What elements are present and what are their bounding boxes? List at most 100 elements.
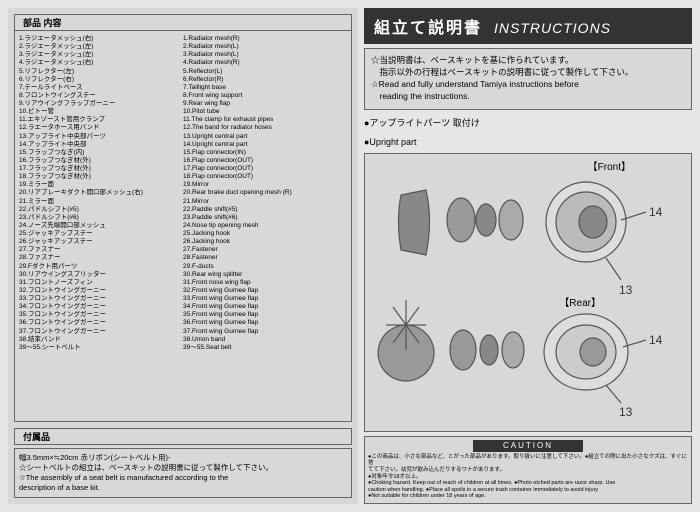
parts-en-row: 6.Reflector(R) <box>183 76 347 84</box>
c3: ●対象年令18才以上。 <box>368 474 688 481</box>
acc-line1: 幅3.5mm×≒20cm 赤リボン(シートベルト用)- <box>19 453 347 463</box>
parts-jp-row: 8.フロントウイングステー <box>19 92 183 100</box>
front-label: 【Front】 <box>588 158 631 173</box>
parts-en-row: 35.Front wing Gurnee flap <box>183 311 347 319</box>
parts-en-row: 7.Taillight base <box>183 84 347 92</box>
parts-jp-row: 16.フラップつなぎ材(外) <box>19 157 183 165</box>
parts-jp-row: 28.ファスナー <box>19 254 183 262</box>
caution-title: CAUTION <box>473 440 583 452</box>
parts-jp-row: 30.リアウイングスプリッター <box>19 271 183 279</box>
parts-en-row: 26.Jacking hook <box>183 238 347 246</box>
c2: てて下さい。幼児が飲み込んだりするワナがあります。 <box>368 467 688 474</box>
parts-jp-row: 36.フロントウイングガーニー <box>19 319 183 327</box>
parts-en-row: 12.The band for radiator hoses <box>183 124 347 132</box>
header-jp: 組立て説明書 <box>374 14 482 38</box>
parts-jp-row: 29.Fダクト用パーツ <box>19 263 183 271</box>
parts-en-row: 11.The clamp for exhaust pipes <box>183 116 347 124</box>
parts-en-row: 37.Front wing Gurnee flap <box>183 328 347 336</box>
note4: reading the instructions. <box>371 91 685 103</box>
parts-en-row: 21.Mirror <box>183 198 347 206</box>
parts-en-row: 22.Paddle shift(#5) <box>183 206 347 214</box>
parts-en-row: 18.Flap connector(OUT) <box>183 173 347 181</box>
parts-jp-row: 38.結束バンド <box>19 336 183 344</box>
c6: ●Not suitable for children under 18 year… <box>368 493 688 500</box>
parts-jp-row: 14.アップライト中央部 <box>19 141 183 149</box>
acc-line4: description of a base kit. <box>19 483 347 493</box>
caution-box: CAUTION ●この商品は、小さな部品など、とがった部品があります。取り扱いに… <box>364 436 692 504</box>
parts-jp-row: 23.パドルシフト(#6) <box>19 214 183 222</box>
upright-en: ●Upright part <box>364 137 692 147</box>
parts-jp-row: 20.リアブレーキダクト開口部メッシュ(右) <box>19 189 183 197</box>
parts-en-row: 8.Front wing support <box>183 92 347 100</box>
right-column: 組立て説明書 INSTRUCTIONS ☆当説明書は、ベースキットを基に作られて… <box>364 8 692 504</box>
parts-en-row: 25.Jacking hook <box>183 230 347 238</box>
parts-en-row: 10.Pitot tube <box>183 108 347 116</box>
parts-en-row: 9.Rear wing flap <box>183 100 347 108</box>
num14-f: 14 <box>649 205 663 219</box>
acc-line2: ☆シートベルトの組立は、ベースキットの説明書に従って製作して下さい。 <box>19 463 347 473</box>
parts-en-row: 38.Union band <box>183 336 347 344</box>
parts-en-row: 15.Flap connector(IN) <box>183 149 347 157</box>
parts-box: 1.ラジエータメッシュ(右)2.ラジエータメッシュ(左)3.ラジエータメッシュ(… <box>14 30 352 422</box>
parts-jp-row: 13.アップライト中央部パーツ <box>19 133 183 141</box>
c1: ●この商品は、小さな部品など、とがった部品があります。取り扱いに注意して下さい。… <box>368 454 688 467</box>
parts-en-row: 39～55.Seat belt <box>183 344 347 352</box>
left-column: 部品 内容 1.ラジエータメッシュ(右)2.ラジエータメッシュ(左)3.ラジエー… <box>8 8 358 504</box>
parts-en-row: 28.Fastener <box>183 254 347 262</box>
parts-en-row: 33.Front wing Gurnee flap <box>183 295 347 303</box>
num13-r: 13 <box>619 405 633 419</box>
accessories-tab: 付属品 <box>14 428 352 445</box>
parts-en-row: 27.Fastener <box>183 246 347 254</box>
parts-tab: 部品 内容 <box>14 14 352 31</box>
note-box: ☆当説明書は、ベースキットを基に作られています。 指示以外の行程はベースキットの… <box>364 48 692 110</box>
parts-list: 1.ラジエータメッシュ(右)2.ラジエータメッシュ(左)3.ラジエータメッシュ(… <box>19 35 347 352</box>
parts-jp-col: 1.ラジエータメッシュ(右)2.ラジエータメッシュ(左)3.ラジエータメッシュ(… <box>19 35 183 352</box>
num13-f: 13 <box>619 283 633 297</box>
parts-jp-row: 22.パドルシフト(#5) <box>19 206 183 214</box>
parts-jp-row: 6.リフレクター(右) <box>19 76 183 84</box>
parts-en-row: 5.Reflector(L) <box>183 68 347 76</box>
note2: 指示以外の行程はベースキットの説明書に従って製作して下さい。 <box>371 67 685 79</box>
parts-jp-row: 15.フラップつなぎ(内) <box>19 149 183 157</box>
parts-jp-row: 5.リフレクター(左) <box>19 68 183 76</box>
parts-en-row: 20.Rear brake duct opening mesh (R) <box>183 189 347 197</box>
rear-label: 【Rear】 <box>559 294 601 309</box>
parts-jp-row: 39～55.シートベルト <box>19 344 183 352</box>
parts-jp-row: 4.ラジエータメッシュ(右) <box>19 59 183 67</box>
parts-jp-row: 21.ミラー面 <box>19 198 183 206</box>
parts-en-row: 4.Radiator mesh(R) <box>183 59 347 67</box>
note3: ☆Read and fully understand Tamiya instru… <box>371 79 685 91</box>
diagram-box: 【Front】 【Rear】 14 13 <box>364 153 692 433</box>
parts-jp-row: 33.フロントウイングガーニー <box>19 295 183 303</box>
parts-en-row: 30.Rear wing splitter <box>183 271 347 279</box>
num14-r: 14 <box>649 333 663 347</box>
parts-jp-row: 17.フラップつなぎ材(外) <box>19 165 183 173</box>
header-en: INSTRUCTIONS <box>494 20 611 36</box>
header-band: 組立て説明書 INSTRUCTIONS <box>364 8 692 44</box>
parts-en-row: 2.Radiator mesh(L) <box>183 43 347 51</box>
assembly-diagram: 14 13 14 13 <box>371 160 681 420</box>
parts-jp-row: 1.ラジエータメッシュ(右) <box>19 35 183 43</box>
parts-jp-row: 12.ラエータホース用バンド <box>19 124 183 132</box>
parts-en-row: 31.Front nose wing flap <box>183 279 347 287</box>
parts-en-row: 17.Flap connector(OUT) <box>183 165 347 173</box>
parts-en-row: 34.Front wing Gurnee flap <box>183 303 347 311</box>
parts-en-row: 13.Upright central part <box>183 133 347 141</box>
parts-en-row: 24.Nose tip opening mesh <box>183 222 347 230</box>
parts-en-row: 32.Front wing Gurnee flap <box>183 287 347 295</box>
parts-en-row: 19.Mirror <box>183 181 347 189</box>
c4: ●Choking hazard. Keep out of reach of ch… <box>368 480 688 487</box>
parts-en-row: 14.Upright central part <box>183 141 347 149</box>
parts-jp-row: 31.フロントノーズフィン <box>19 279 183 287</box>
parts-jp-row: 9.リアウイングフラップガーニー <box>19 100 183 108</box>
accessories-box: 幅3.5mm×≒20cm 赤リボン(シートベルト用)- ☆シートベルトの組立は、… <box>14 448 352 499</box>
parts-en-col: 1.Radiator mesh(R)2.Radiator mesh(L)3.Ra… <box>183 35 347 352</box>
parts-jp-row: 25.ジャッキアップステー <box>19 230 183 238</box>
parts-jp-row: 7.テールライトベース <box>19 84 183 92</box>
c5: caution when handling. ●Place all spoils… <box>368 487 688 494</box>
acc-line3: ☆The assembly of a seat belt is manufact… <box>19 473 347 483</box>
parts-en-row: 1.Radiator mesh(R) <box>183 35 347 43</box>
parts-jp-row: 37.フロントウイングガーニー <box>19 328 183 336</box>
parts-en-row: 16.Flap connector(OUT) <box>183 157 347 165</box>
parts-jp-row: 24.ノーズ先端開口部メッシュ <box>19 222 183 230</box>
